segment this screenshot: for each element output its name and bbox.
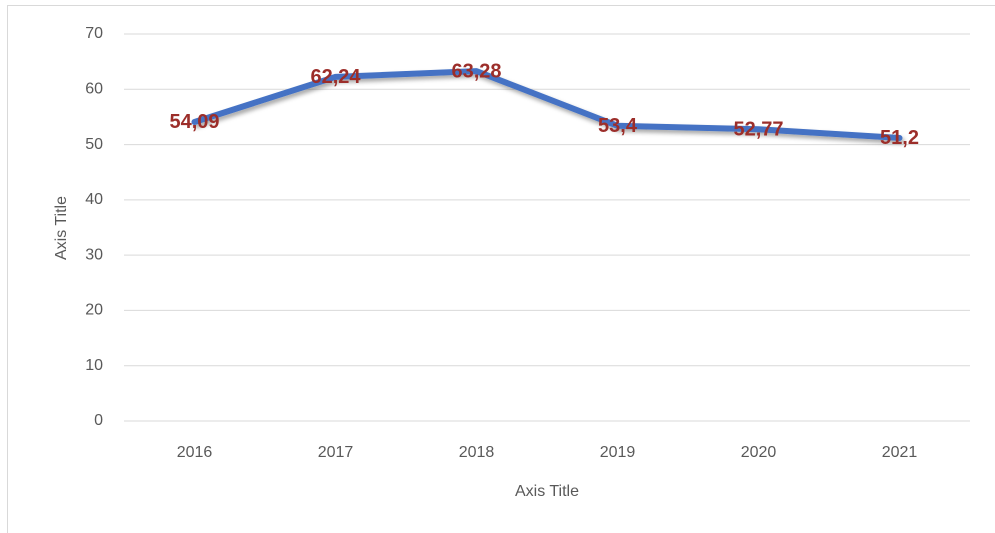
y-tick-label: 60	[85, 81, 103, 98]
y-tick-label: 20	[85, 302, 103, 319]
y-tick-label: 40	[85, 191, 103, 208]
y-tick-label: 70	[85, 25, 103, 42]
chart-border	[7, 5, 995, 533]
data-label: 53,4	[598, 115, 638, 137]
y-axis-title: Axis Title	[53, 196, 70, 260]
x-tick-label: 2016	[177, 444, 213, 461]
data-label: 63,28	[451, 60, 501, 82]
x-axis-title: Axis Title	[515, 483, 579, 500]
data-label: 54,09	[169, 111, 219, 133]
data-label: 62,24	[310, 66, 361, 88]
x-tick-label: 2020	[741, 444, 777, 461]
y-tick-label: 30	[85, 246, 103, 263]
x-tick-label: 2021	[882, 444, 918, 461]
y-tick-label: 10	[85, 357, 103, 374]
x-tick-label: 2019	[600, 444, 636, 461]
x-tick-label: 2017	[318, 444, 354, 461]
data-line	[191, 68, 903, 141]
y-tick-label: 0	[94, 412, 103, 429]
x-tick-label: 2018	[459, 444, 495, 461]
y-tick-label: 50	[85, 136, 103, 153]
data-label: 51,2	[880, 127, 919, 149]
data-label: 52,77	[733, 119, 783, 141]
